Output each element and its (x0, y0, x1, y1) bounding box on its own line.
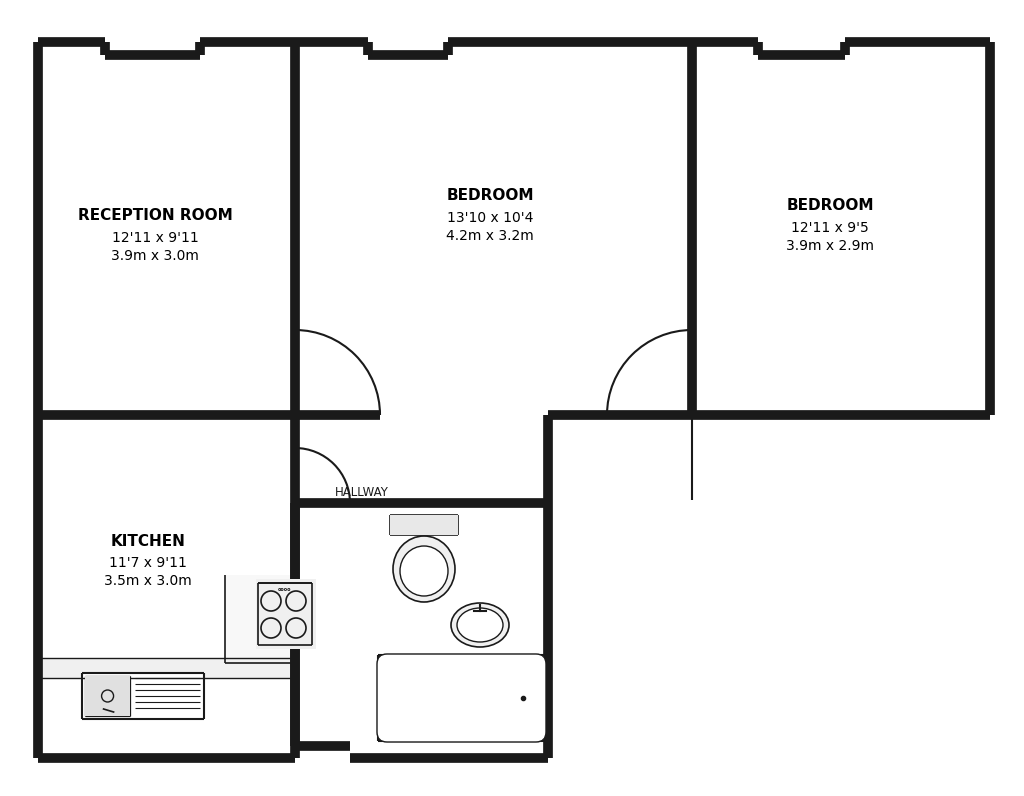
Text: 4.2m x 3.2m: 4.2m x 3.2m (446, 229, 534, 243)
Text: 3.5m x 3.0m: 3.5m x 3.0m (104, 574, 191, 588)
Ellipse shape (457, 608, 503, 642)
FancyBboxPatch shape (377, 654, 546, 742)
Bar (390, 515, 458, 535)
Text: BEDROOM: BEDROOM (446, 189, 534, 204)
Bar (256, 579, 316, 649)
Text: 11'7 x 9'11: 11'7 x 9'11 (110, 556, 187, 570)
Text: KITCHEN: KITCHEN (111, 533, 185, 548)
Text: 3.9m x 3.0m: 3.9m x 3.0m (111, 249, 199, 263)
Ellipse shape (451, 603, 509, 647)
Text: 12'11 x 9'5: 12'11 x 9'5 (792, 221, 869, 235)
Bar (40, 658, 293, 678)
Text: 3.9m x 2.9m: 3.9m x 2.9m (786, 239, 874, 253)
Text: HALLWAY: HALLWAY (335, 486, 389, 498)
Bar (82, 673, 204, 719)
Bar (225, 575, 297, 663)
Text: BEDROOM: BEDROOM (786, 198, 873, 213)
Bar (258, 583, 312, 645)
Text: 12'11 x 9'11: 12'11 x 9'11 (112, 231, 199, 245)
Text: oooo: oooo (279, 587, 292, 592)
Bar (85, 676, 130, 716)
Ellipse shape (393, 536, 455, 602)
Text: RECEPTION ROOM: RECEPTION ROOM (78, 209, 232, 224)
Text: 13'10 x 10'4: 13'10 x 10'4 (446, 211, 534, 225)
Bar (378, 655, 545, 741)
Ellipse shape (400, 546, 449, 596)
